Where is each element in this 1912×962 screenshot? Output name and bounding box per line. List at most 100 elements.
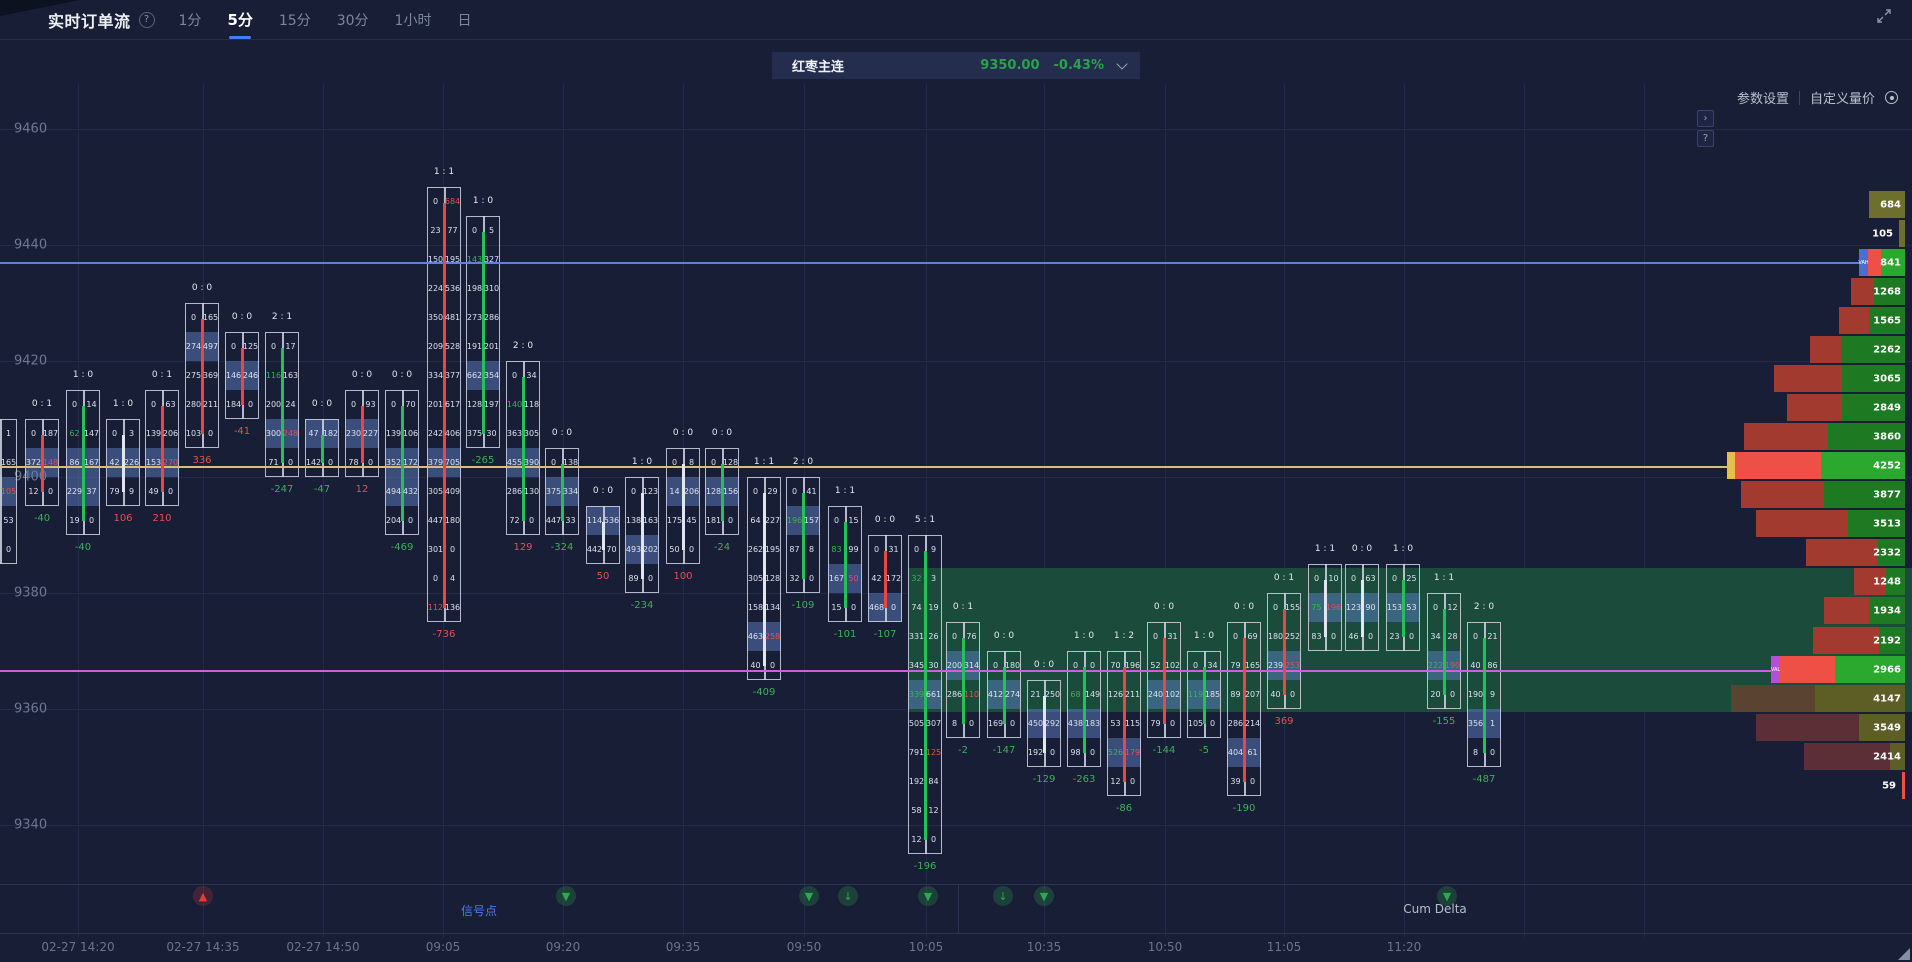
footprint-candle: 0 : 1 0 76 200 314 286 110 8 0 -2 [946,602,980,756]
panel-help-button[interactable]: ? [1697,130,1714,147]
footprint-row: 0 31 [873,545,899,554]
volume-profile-row: VAH 841 [1858,249,1905,276]
delta-label: 129 [513,542,533,553]
imbalance-label: 0 : 1 [1273,573,1295,583]
footprint-row: 209 528 [427,342,461,351]
footprint-row: 275 369 [185,371,219,380]
footprint-row: 412 274 [987,680,1021,709]
help-icon[interactable]: ? [138,11,155,28]
footprint-row: 52 102 [1150,661,1181,670]
delta-label: -324 [550,542,574,553]
orderflow-chart: 9460944094209400938093609340010165010505… [0,80,1912,962]
profile-segment [1839,307,1869,334]
footprint-row: 0 684 [432,197,461,206]
footprint-row: 184 0 [225,400,254,409]
volume-profile-row: 3549 [1756,714,1905,741]
price-axis-label: 9380 [14,585,48,601]
gridline-horizontal [0,245,1912,246]
profile-segment [1727,452,1735,479]
custom-volume-button[interactable]: 自定义量价 [1809,92,1875,107]
tab-timeframe-1[interactable]: 5分 [227,0,253,39]
footprint-row: 463 258 [747,622,781,651]
delta-label: -2 [958,745,968,756]
profile-segment [1744,423,1828,450]
footprint-row: 334 377 [427,371,461,380]
footprint-row: 0 15 [833,516,859,525]
footprint-row: 274 497 [185,332,219,361]
visibility-icon[interactable] [1885,91,1898,104]
footprint-candle: 0 : 0 0 128 128 156 181 0 -24 [705,428,739,553]
top-toolbar: 实时订单流 ? 1分 5分 15分 30分 1小时 日 [0,0,1912,40]
delta-label: -47 [313,484,331,495]
gridline-vertical [78,84,79,937]
symbol-selector[interactable]: 红枣主连 9350.00 -0.43% [772,52,1140,79]
delta-label: 100 [673,571,693,582]
tab-timeframe-2[interactable]: 15分 [278,12,311,29]
footprint-row: 0 34 [511,371,537,380]
fullscreen-icon[interactable] [1876,8,1894,26]
footprint-row: 78 0 [348,458,374,467]
volume-profile-row: 2414 [1804,743,1905,770]
time-axis-label: 10:05 [908,940,944,954]
gridline-vertical [323,84,324,937]
profile-volume-value: 2262 [1873,344,1901,355]
profile-segment [1874,278,1905,305]
profile-segment [1810,336,1841,363]
footprint-row: 447 180 [427,516,461,525]
footprint-candle: 1 : 1 0 15 83 99 167 50 15 0 -101 [828,486,862,640]
price-axis-label: 9340 [14,817,48,833]
footprint-row: 32 3 [911,574,937,583]
chevron-down-icon[interactable] [1116,57,1128,70]
profile-segment [1879,627,1905,654]
imbalance-label: 0 : 0 [1351,544,1373,554]
footprint-row: 447 33 [545,516,576,525]
imbalance-label: 0 : 1 [31,399,53,409]
price-axis-label: 9420 [14,353,48,369]
footprint-row: 493 202 [625,535,659,564]
profile-volume-value: 2192 [1873,635,1901,646]
profile-volume-value: 3513 [1873,518,1901,529]
profile-volume-value: 684 [1880,199,1901,210]
footprint-row: 438 183 [1067,709,1101,738]
volume-profile-row: 2332 [1806,539,1905,566]
footprint-row: 0 138 [550,458,579,467]
volume-profile-row: 2262 [1810,336,1905,363]
profile-volume-value: 3065 [1873,373,1901,384]
footprint-row: 39 0 [1230,777,1256,786]
footprint-row: 200 314 [946,651,980,680]
footprint-row: 224 536 [427,284,461,293]
profile-volume-value: 4147 [1873,693,1901,704]
footprint-candle: 1 : 1 0 10 75 196 83 0 [1308,544,1342,651]
footprint-candle: 0 : 0 0 93 230 227 78 0 12 [345,370,379,495]
collapse-panel-button[interactable]: › [1697,110,1714,127]
profile-segment [1869,597,1905,624]
param-settings-button[interactable]: 参数设置 [1736,92,1789,107]
price-axis-label: 9460 [14,121,48,137]
footprint-row: 372 148 [25,448,59,477]
tab-timeframe-3[interactable]: 30分 [336,12,369,29]
tab-timeframe-0[interactable]: 1分 [178,12,202,29]
footprint-candle: 2 : 0 0 21 40 86 190 9 356 1 8 0 -487 [1467,602,1501,785]
band-border [0,933,1912,934]
profile-segment [1886,568,1905,595]
signal-down-icon: ▼ [918,886,938,906]
footprint-row: 50 0 [669,545,695,554]
footprint-row: 19 0 [69,516,95,525]
tab-timeframe-4[interactable]: 1小时 [394,12,432,29]
footprint-row: 180 252 [1267,632,1301,641]
tab-timeframe-5[interactable]: 日 [457,12,472,29]
imbalance-label: 0 : 1 [151,370,173,380]
imbalance-label: 2 : 0 [1473,602,1495,612]
footprint-row: 468 0 [868,593,902,622]
footprint-row: 34 28 [1430,632,1458,641]
footprint-row: 0 123 [630,487,659,496]
footprint-row: 339 661 [908,680,942,709]
footprint-row: 74 19 [911,603,939,612]
signal-down-icon: ▼ [556,886,576,906]
resize-handle-icon[interactable] [1898,948,1910,960]
imbalance-label: 1 : 1 [1314,544,1336,554]
signal-down-icon: ↓ [993,886,1013,906]
volume-profile-row: VAL 2966 [1771,656,1905,683]
delta-label: -409 [752,687,776,698]
imbalance-label: 0 : 0 [874,515,896,525]
